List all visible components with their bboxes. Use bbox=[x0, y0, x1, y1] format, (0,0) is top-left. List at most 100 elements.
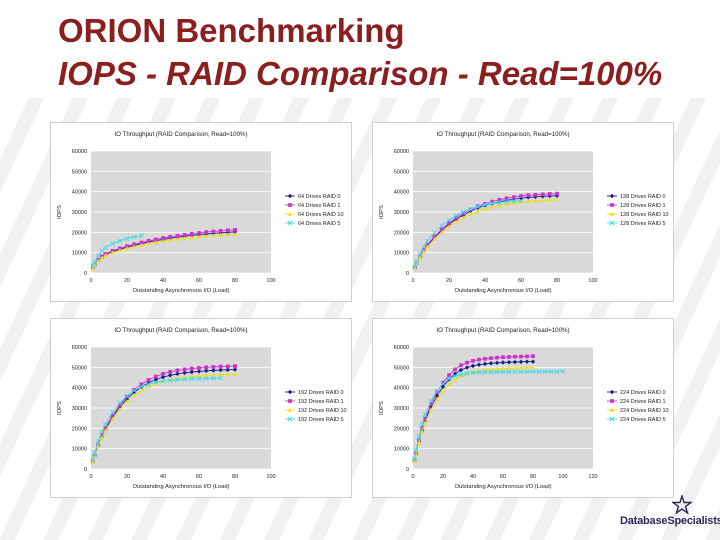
legend-entry: 224 Drives RAID 5 bbox=[620, 417, 666, 423]
chart-title: IO Throughput (RAID Comparison, Read=100… bbox=[436, 327, 569, 334]
data-point bbox=[488, 366, 494, 371]
x-tick-label: 0 bbox=[411, 278, 414, 284]
legend-marker bbox=[609, 220, 615, 226]
data-point bbox=[421, 244, 427, 250]
data-point bbox=[446, 217, 452, 223]
data-point bbox=[434, 396, 440, 401]
legend-marker bbox=[610, 203, 614, 207]
data-point bbox=[458, 371, 464, 377]
y-tick-label: 40000 bbox=[72, 190, 87, 196]
chart-title: IO Throughput (RAID Comparison, Read=100… bbox=[114, 131, 247, 138]
data-point bbox=[429, 402, 433, 406]
data-point bbox=[470, 370, 476, 376]
y-tick-label: 40000 bbox=[394, 190, 409, 196]
y-tick-label: 50000 bbox=[394, 169, 409, 175]
chart-title: IO Throughput (RAID Comparison, Read=100… bbox=[114, 327, 247, 334]
data-point bbox=[124, 236, 130, 242]
data-point bbox=[175, 237, 180, 242]
data-point bbox=[524, 365, 530, 370]
legend-marker bbox=[609, 193, 615, 199]
legend-marker bbox=[287, 211, 293, 216]
legend-marker bbox=[609, 389, 615, 395]
data-point bbox=[204, 233, 209, 238]
data-point bbox=[518, 369, 524, 375]
data-point bbox=[459, 363, 463, 368]
y-tick-label: 60000 bbox=[72, 149, 87, 155]
chart-64-drives: IO Throughput (RAID Comparison, Read=100… bbox=[57, 131, 344, 294]
data-point bbox=[475, 209, 480, 214]
data-point bbox=[99, 435, 104, 440]
data-point bbox=[218, 364, 223, 369]
data-point bbox=[153, 381, 158, 386]
data-point bbox=[99, 255, 104, 260]
data-point bbox=[494, 366, 500, 371]
data-point bbox=[512, 359, 518, 365]
data-point bbox=[153, 379, 159, 385]
data-point bbox=[102, 245, 108, 251]
data-point bbox=[90, 263, 96, 269]
data-point bbox=[174, 377, 180, 383]
data-point bbox=[454, 215, 459, 220]
data-point bbox=[530, 359, 536, 364]
data-point bbox=[132, 242, 137, 247]
data-point bbox=[146, 239, 151, 243]
data-point bbox=[232, 231, 238, 236]
data-point bbox=[424, 238, 430, 244]
data-point bbox=[547, 197, 552, 202]
data-point bbox=[428, 407, 434, 412]
data-point bbox=[488, 369, 494, 375]
data-point bbox=[489, 356, 493, 361]
data-point bbox=[518, 359, 524, 365]
data-point bbox=[211, 229, 216, 234]
data-point bbox=[482, 369, 488, 375]
data-point bbox=[182, 376, 188, 382]
data-point bbox=[102, 421, 108, 427]
data-point bbox=[175, 233, 180, 238]
legend-entry: 192 Drives RAID 10 bbox=[298, 408, 347, 414]
data-point bbox=[500, 360, 506, 365]
y-tick-label: 30000 bbox=[394, 406, 409, 412]
chart-panel-128-drives: IO Throughput (RAID Comparison, Read=100… bbox=[372, 122, 674, 302]
legend-entry: 64 Drives RAID 5 bbox=[298, 221, 341, 227]
data-point bbox=[483, 356, 487, 361]
x-tick-label: 100 bbox=[266, 278, 275, 284]
data-point bbox=[482, 361, 488, 367]
data-point bbox=[161, 371, 165, 376]
data-point bbox=[476, 369, 482, 375]
data-point bbox=[153, 240, 158, 245]
data-point bbox=[125, 394, 129, 399]
legend-entry: 128 Drives RAID 1 bbox=[620, 203, 666, 209]
data-point bbox=[225, 364, 230, 369]
data-point bbox=[132, 244, 137, 249]
data-point bbox=[452, 373, 458, 379]
x-tick-label: 100 bbox=[558, 474, 567, 480]
data-point bbox=[475, 204, 481, 210]
data-point bbox=[153, 374, 158, 379]
data-point bbox=[416, 433, 422, 439]
data-point bbox=[414, 259, 420, 265]
data-point bbox=[138, 384, 144, 390]
data-point bbox=[525, 354, 529, 359]
data-point bbox=[465, 360, 469, 365]
data-point bbox=[110, 413, 115, 418]
y-tick-label: 30000 bbox=[72, 406, 87, 412]
data-point bbox=[160, 239, 166, 244]
data-point bbox=[490, 199, 495, 204]
x-tick-label: 80 bbox=[232, 278, 238, 284]
data-point bbox=[446, 224, 452, 229]
data-point bbox=[458, 373, 464, 378]
data-point bbox=[131, 387, 137, 394]
data-point bbox=[440, 388, 446, 393]
series-3 bbox=[90, 231, 238, 271]
data-point bbox=[554, 369, 560, 375]
data-point bbox=[146, 241, 151, 246]
data-point bbox=[160, 374, 166, 380]
data-point bbox=[512, 365, 518, 370]
data-point bbox=[464, 370, 470, 376]
y-tick-label: 50000 bbox=[72, 169, 87, 175]
data-point bbox=[182, 370, 187, 376]
legend-marker bbox=[609, 407, 615, 412]
data-point bbox=[422, 421, 428, 426]
logo-text: DatabaseSpecialists bbox=[620, 515, 720, 527]
data-point bbox=[439, 223, 445, 229]
